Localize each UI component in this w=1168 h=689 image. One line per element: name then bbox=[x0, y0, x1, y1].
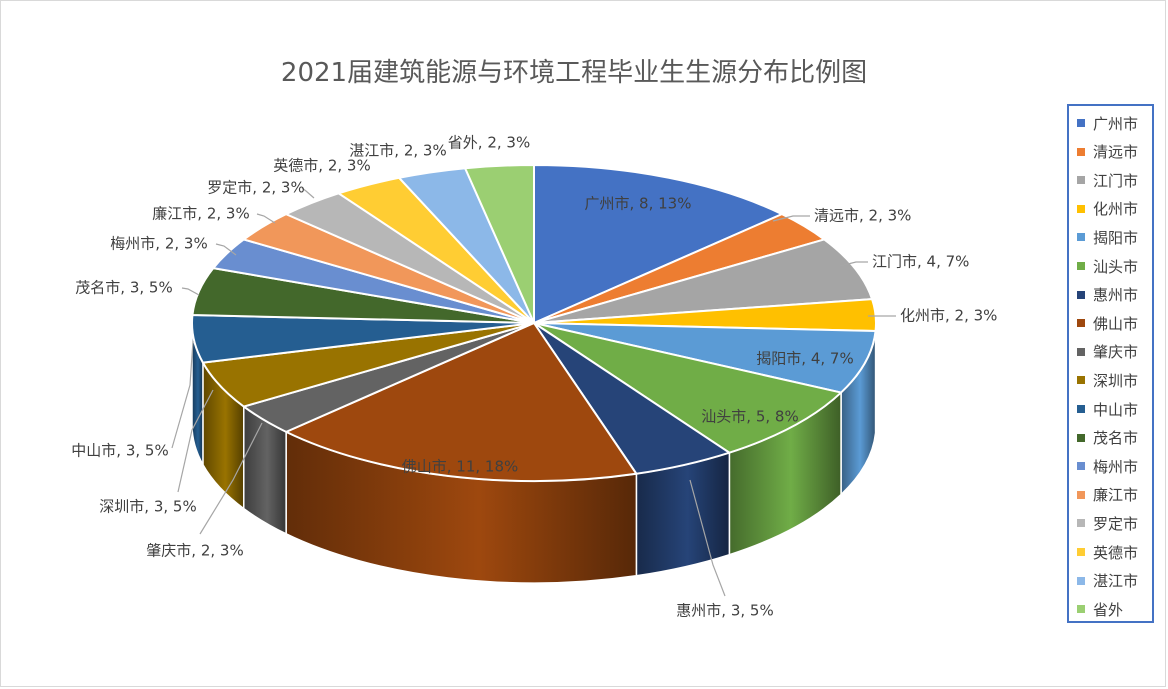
legend-item-省外[interactable]: 省外 bbox=[1077, 598, 1123, 620]
leader-lines bbox=[171, 187, 896, 597]
data-label-惠州市: 惠州市, 3, 5% bbox=[676, 602, 773, 620]
legend-label: 化州市 bbox=[1093, 200, 1139, 219]
data-label-江门市: 江门市, 4, 7% bbox=[872, 253, 969, 271]
legend-item-揭阳市[interactable]: 揭阳市 bbox=[1077, 226, 1138, 248]
legend-swatch bbox=[1077, 405, 1085, 413]
data-label-佛山市: 佛山市, 11, 18% bbox=[402, 458, 519, 476]
legend-item-广州市[interactable]: 广州市 bbox=[1077, 112, 1138, 134]
legend-swatch bbox=[1077, 347, 1085, 356]
leader-line-江门市 bbox=[839, 261, 868, 267]
legend-label: 肇庆市 bbox=[1093, 343, 1139, 362]
legend-label: 江门市 bbox=[1093, 171, 1139, 190]
legend-item-深圳市[interactable]: 深圳市 bbox=[1077, 369, 1138, 391]
leader-line-廉江市 bbox=[256, 213, 276, 224]
legend-swatch bbox=[1077, 490, 1085, 499]
pie-slice-汕头市[interactable] bbox=[533, 322, 843, 454]
legend-swatch bbox=[1077, 204, 1085, 213]
legend-item-中山市[interactable]: 中山市 bbox=[1077, 398, 1138, 420]
legend-item-茂名市[interactable]: 茂名市 bbox=[1077, 427, 1138, 449]
legend-item-汕头市[interactable]: 汕头市 bbox=[1077, 255, 1138, 277]
legend-swatch bbox=[1077, 576, 1085, 585]
legend-label: 中山市 bbox=[1093, 400, 1139, 419]
data-label-中山市: 中山市, 3, 5% bbox=[71, 442, 168, 460]
data-labels: 广州市, 8, 13% 清远市, 2, 3% 江门市, 4, 7% 化州市, 2, 3… bbox=[71, 134, 997, 620]
data-label-英德市: 英德市, 2, 3% bbox=[273, 157, 370, 175]
legend-label: 揭阳市 bbox=[1093, 228, 1139, 247]
legend-item-惠州市[interactable]: 惠州市 bbox=[1077, 284, 1138, 306]
legend-label: 佛山市 bbox=[1093, 314, 1139, 333]
legend-item-江门市[interactable]: 江门市 bbox=[1077, 169, 1138, 191]
data-label-肇庆市: 肇庆市, 2, 3% bbox=[146, 542, 243, 560]
legend-item-梅州市[interactable]: 梅州市 bbox=[1077, 455, 1138, 477]
legend-label: 梅州市 bbox=[1093, 457, 1139, 476]
chart-title: 2021届建筑能源与环境工程毕业生生源分布比例图 bbox=[280, 58, 868, 88]
legend-label: 汕头市 bbox=[1093, 257, 1139, 276]
legend-swatch bbox=[1077, 262, 1085, 270]
legend-label: 清远市 bbox=[1093, 143, 1139, 162]
data-label-揭阳市: 揭阳市, 4, 7% bbox=[756, 350, 853, 368]
legend-swatch bbox=[1077, 176, 1085, 185]
data-label-茂名市: 茂名市, 3, 5% bbox=[75, 279, 172, 297]
data-label-省外: 省外, 2, 3% bbox=[448, 134, 530, 152]
legend-swatch bbox=[1077, 376, 1085, 385]
legend-label: 廉江市 bbox=[1093, 486, 1139, 505]
legend-swatch bbox=[1077, 233, 1085, 242]
leader-line-罗定市 bbox=[301, 187, 315, 199]
legend-label: 深圳市 bbox=[1093, 371, 1139, 390]
data-label-罗定市: 罗定市, 2, 3% bbox=[207, 179, 304, 197]
data-label-清远市: 清远市, 2, 3% bbox=[814, 207, 911, 225]
legend-item-英德市[interactable]: 英德市 bbox=[1077, 541, 1138, 563]
legend-swatch bbox=[1077, 290, 1085, 299]
legend-label: 湛江市 bbox=[1093, 572, 1139, 591]
legend-label: 茂名市 bbox=[1093, 429, 1139, 448]
legend-item-化州市[interactable]: 化州市 bbox=[1077, 198, 1138, 220]
pie-slice-佛山市[interactable] bbox=[285, 322, 638, 482]
legend-swatch bbox=[1077, 462, 1085, 471]
leader-line-梅州市 bbox=[215, 243, 237, 256]
legend-label: 省外 bbox=[1093, 600, 1124, 619]
legend-item-肇庆市[interactable]: 肇庆市 bbox=[1077, 341, 1138, 363]
legend-label: 惠州市 bbox=[1093, 286, 1139, 305]
data-label-梅州市: 梅州市, 2, 3% bbox=[110, 235, 207, 253]
legend-swatch bbox=[1077, 548, 1085, 556]
pie-slice-江门市[interactable] bbox=[533, 238, 874, 324]
legend-swatch bbox=[1077, 605, 1085, 614]
legend-swatch bbox=[1077, 519, 1085, 528]
data-label-廉江市: 廉江市, 2, 3% bbox=[152, 205, 249, 223]
legend-item-佛山市[interactable]: 佛山市 bbox=[1077, 312, 1138, 334]
leader-line-深圳市 bbox=[177, 389, 214, 493]
legend-swatch bbox=[1077, 319, 1085, 328]
pie-slices bbox=[191, 164, 877, 482]
leader-line-清远市 bbox=[772, 215, 810, 222]
leader-line-茂名市 bbox=[181, 287, 200, 296]
legend-label: 罗定市 bbox=[1093, 514, 1139, 533]
legend-label: 广州市 bbox=[1093, 114, 1139, 133]
legend-swatch bbox=[1077, 433, 1085, 442]
pie-slice-揭阳市[interactable] bbox=[533, 322, 877, 394]
legend-swatch bbox=[1077, 119, 1085, 127]
legend-item-清远市[interactable]: 清远市 bbox=[1077, 141, 1138, 163]
data-label-化州市: 化州市, 2, 3% bbox=[900, 307, 997, 325]
data-label-深圳市: 深圳市, 3, 5% bbox=[99, 498, 196, 516]
legend-label: 英德市 bbox=[1093, 543, 1139, 562]
leader-line-中山市 bbox=[171, 340, 194, 449]
legend-item-罗定市[interactable]: 罗定市 bbox=[1077, 512, 1138, 534]
data-label-汕头市: 汕头市, 5, 8% bbox=[701, 408, 798, 426]
data-label-湛江市: 湛江市, 2, 3% bbox=[349, 142, 446, 160]
legend-swatch bbox=[1077, 147, 1085, 156]
pie-slice-省外[interactable] bbox=[464, 164, 535, 324]
legend-item-湛江市[interactable]: 湛江市 bbox=[1077, 570, 1138, 592]
legend-item-廉江市[interactable]: 廉江市 bbox=[1077, 484, 1138, 506]
pie-slice-广州市[interactable] bbox=[533, 164, 783, 324]
leader-line-肇庆市 bbox=[199, 422, 263, 535]
legend: 广州市清远市江门市化州市揭阳市汕头市惠州市佛山市肇庆市深圳市中山市茂名市梅州市廉… bbox=[1067, 104, 1154, 623]
data-label-广州市: 广州市, 8, 13% bbox=[585, 195, 692, 213]
leader-line-惠州市 bbox=[689, 479, 726, 597]
